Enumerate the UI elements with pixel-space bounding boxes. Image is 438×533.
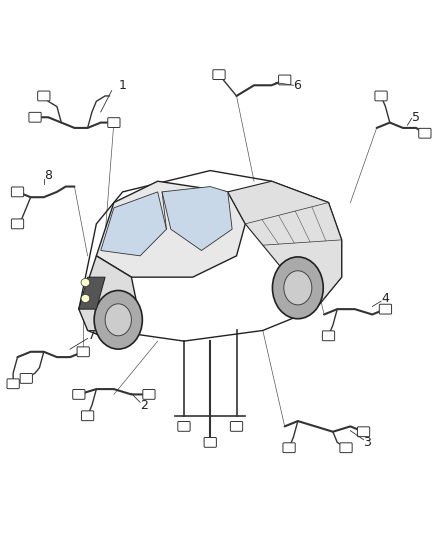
FancyBboxPatch shape <box>11 219 24 229</box>
Text: 6: 6 <box>293 79 301 92</box>
Polygon shape <box>162 187 232 251</box>
FancyBboxPatch shape <box>279 75 291 85</box>
Text: 4: 4 <box>381 292 389 305</box>
Polygon shape <box>101 192 166 256</box>
Ellipse shape <box>81 294 90 303</box>
Ellipse shape <box>81 278 90 287</box>
FancyBboxPatch shape <box>283 443 295 453</box>
Circle shape <box>105 304 131 336</box>
FancyBboxPatch shape <box>7 379 19 389</box>
Text: 7: 7 <box>88 329 95 342</box>
Polygon shape <box>79 277 105 309</box>
FancyBboxPatch shape <box>20 374 32 383</box>
FancyBboxPatch shape <box>204 438 216 447</box>
FancyBboxPatch shape <box>178 422 190 431</box>
Text: 1: 1 <box>118 79 126 92</box>
FancyBboxPatch shape <box>322 331 335 341</box>
Text: 3: 3 <box>364 436 371 449</box>
FancyBboxPatch shape <box>379 304 392 314</box>
FancyBboxPatch shape <box>81 411 94 421</box>
Circle shape <box>284 271 312 305</box>
FancyBboxPatch shape <box>230 422 243 431</box>
FancyBboxPatch shape <box>340 443 352 453</box>
FancyBboxPatch shape <box>143 390 155 399</box>
FancyBboxPatch shape <box>11 187 24 197</box>
FancyBboxPatch shape <box>77 347 89 357</box>
Text: 8: 8 <box>44 169 52 182</box>
Circle shape <box>94 290 142 349</box>
FancyBboxPatch shape <box>29 112 41 122</box>
Text: 2: 2 <box>140 399 148 411</box>
FancyBboxPatch shape <box>357 427 370 437</box>
Polygon shape <box>79 256 140 341</box>
FancyBboxPatch shape <box>213 70 225 79</box>
Text: 5: 5 <box>412 111 420 124</box>
Circle shape <box>272 257 323 319</box>
FancyBboxPatch shape <box>108 118 120 127</box>
Polygon shape <box>228 181 342 309</box>
FancyBboxPatch shape <box>419 128 431 138</box>
Polygon shape <box>96 181 245 277</box>
FancyBboxPatch shape <box>38 91 50 101</box>
FancyBboxPatch shape <box>375 91 387 101</box>
FancyBboxPatch shape <box>73 390 85 399</box>
